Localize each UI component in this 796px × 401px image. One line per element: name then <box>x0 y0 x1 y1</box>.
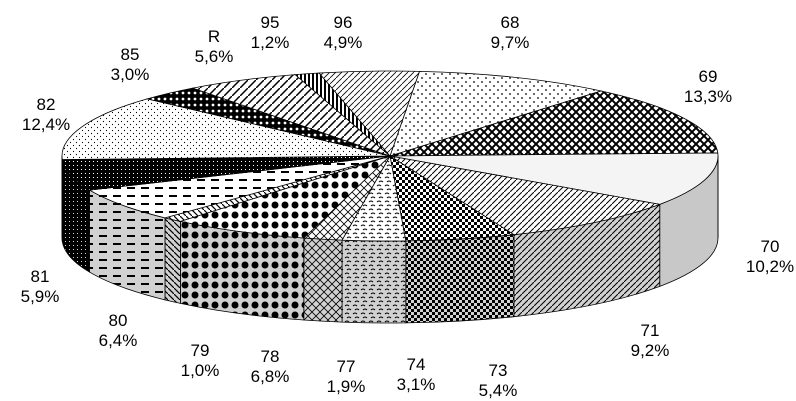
slice-value-74: 3,1% <box>397 375 436 394</box>
pie-slice-82 <box>61 98 391 160</box>
pie-side-walls <box>61 155 719 324</box>
slice-value-73: 5,4% <box>479 381 518 400</box>
slice-value-81: 5,9% <box>21 287 60 306</box>
slice-label-80: 80 <box>109 311 128 330</box>
pie-side-shade <box>180 221 304 321</box>
slice-value-85: 3,0% <box>111 65 150 84</box>
pie-slice-71 <box>389 155 662 236</box>
slice-label-70: 70 <box>761 237 780 256</box>
slice-value-95: 1,2% <box>251 33 290 52</box>
slice-value-96: 4,9% <box>324 33 363 52</box>
pie-side-shade <box>659 156 718 287</box>
pie-slice-80 <box>88 155 391 219</box>
slice-label-68: 68 <box>501 13 520 32</box>
slice-label-81: 81 <box>31 267 50 286</box>
slice-value-80: 6,4% <box>99 331 138 350</box>
pie-side-shade <box>513 204 660 317</box>
slice-label-82: 82 <box>37 95 56 114</box>
slice-value-82: 12,4% <box>22 115 70 134</box>
slice-label-77: 77 <box>337 357 356 376</box>
pie-top-slices <box>61 70 719 242</box>
slice-label-71: 71 <box>641 321 660 340</box>
slice-value-R: 5,6% <box>195 47 234 66</box>
slice-label-69: 69 <box>699 67 718 86</box>
slice-value-77: 1,9% <box>327 377 366 396</box>
slice-label-85: 85 <box>121 45 140 64</box>
slice-value-69: 13,3% <box>684 87 732 106</box>
slice-label-79: 79 <box>191 341 210 360</box>
pie-slice-70 <box>389 152 719 205</box>
pie-slice-78 <box>178 155 391 239</box>
slice-value-78: 6,8% <box>251 367 290 386</box>
pie-side-shade <box>342 240 406 323</box>
pie-side-shade <box>303 238 343 323</box>
slice-label-R: R <box>208 27 220 46</box>
pie-side-shade <box>89 190 165 300</box>
pie-slice-69 <box>389 90 719 157</box>
slice-value-71: 9,2% <box>631 341 670 360</box>
slice-value-70: 10,2% <box>746 257 794 276</box>
slice-label-95: 95 <box>261 13 280 32</box>
slice-value-68: 9,7% <box>491 33 530 52</box>
pie-slice-96 <box>318 70 421 157</box>
pie-side-shade <box>62 159 90 273</box>
pie-side-shade <box>164 217 181 304</box>
slice-label-96: 96 <box>334 13 353 32</box>
pie-slice-81 <box>61 155 391 191</box>
pie-slice-68 <box>389 70 603 157</box>
slice-value-79: 1,0% <box>181 361 220 380</box>
pie-side-shade <box>405 234 514 323</box>
slice-label-74: 74 <box>407 355 426 374</box>
slice-label-78: 78 <box>261 347 280 366</box>
slice-label-73: 73 <box>489 361 508 380</box>
